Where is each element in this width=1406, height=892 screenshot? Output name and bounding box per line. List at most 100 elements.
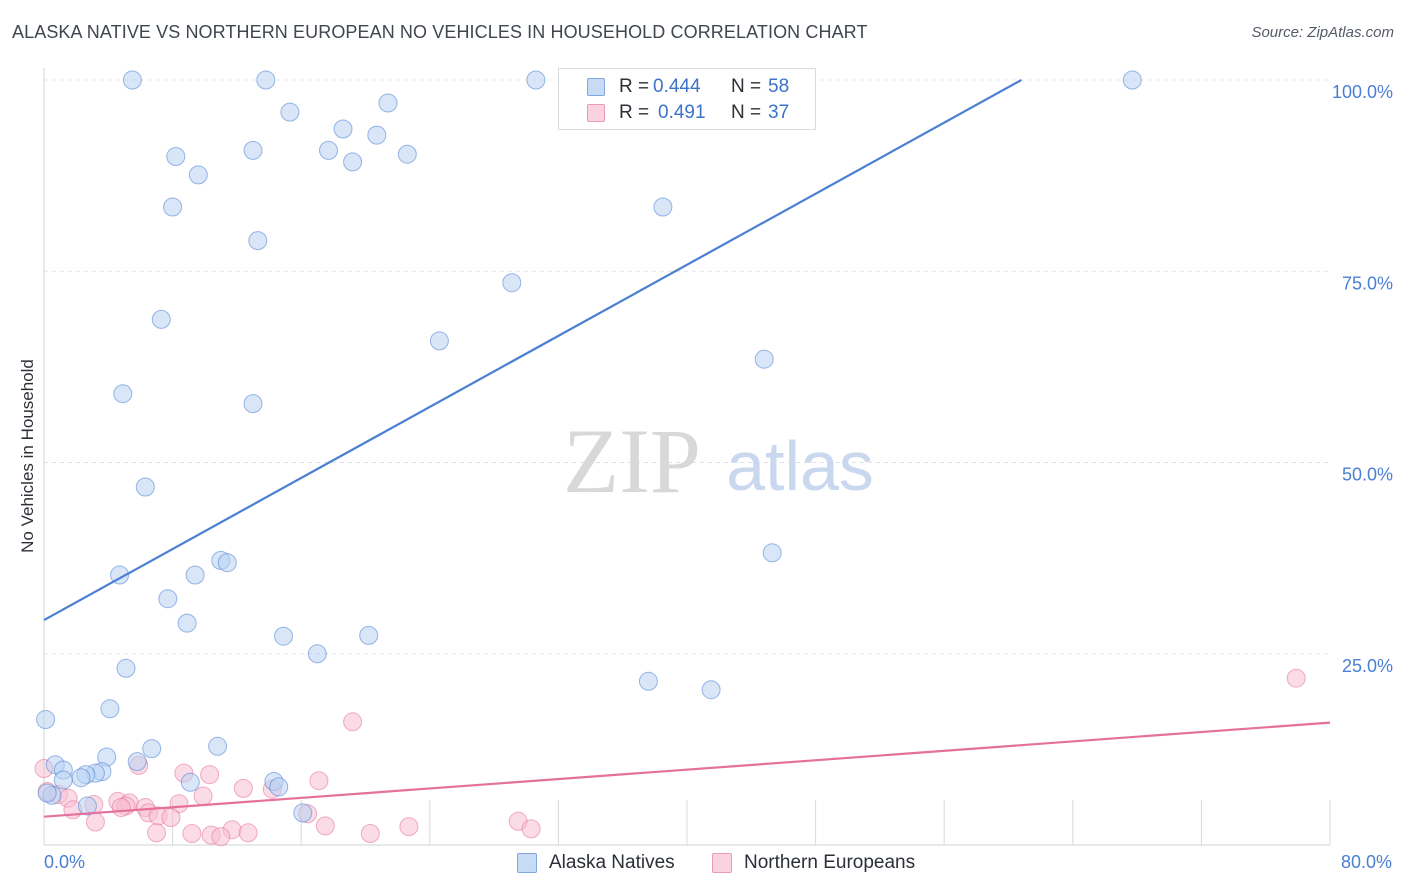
data-point: [248, 231, 268, 251]
data-point: [111, 798, 131, 817]
data-point: [293, 803, 313, 823]
data-point: [193, 786, 213, 806]
legend-swatch-northern: [587, 104, 605, 122]
y-axis-label: No Vehicles in Household: [18, 359, 37, 553]
data-point: [754, 349, 774, 369]
data-point: [256, 70, 276, 90]
data-point: [315, 816, 335, 836]
trend-line-northern-europeans: [43, 721, 1331, 818]
data-point: [526, 70, 546, 90]
data-point: [238, 823, 258, 843]
data-point: [211, 827, 231, 847]
data-point: [429, 331, 449, 351]
data-point: [208, 736, 228, 756]
data-point: [274, 626, 293, 646]
data-point: [116, 658, 136, 678]
data-point: [360, 824, 380, 843]
data-point: [521, 819, 541, 839]
data-point: [100, 699, 120, 719]
n-label: N =: [731, 102, 762, 123]
data-point: [333, 119, 353, 139]
r-value: 0.444: [653, 76, 701, 97]
data-point: [653, 197, 673, 217]
data-point: [166, 147, 186, 166]
legend-swatch-alaska: [587, 78, 605, 96]
data-point: [378, 93, 398, 113]
y-tick-label: 75.0%: [1342, 273, 1393, 293]
data-point: [200, 765, 220, 785]
data-point: [53, 770, 73, 790]
watermark-atlas: atlas: [726, 427, 874, 505]
data-point: [319, 140, 338, 160]
data-point: [127, 752, 147, 772]
data-point: [701, 680, 721, 700]
series-northern-europeans: [34, 668, 1306, 847]
data-point: [142, 739, 162, 759]
source-label: Source: ZipAtlas.com: [1251, 24, 1394, 41]
series-legend: Alaska Natives Northern Europeans: [0, 852, 1406, 878]
data-point: [85, 812, 105, 832]
n-label: N =: [731, 76, 762, 97]
x-tick-label-min: 0.0%: [44, 852, 86, 872]
data-point: [359, 625, 379, 645]
trend-lines: [43, 79, 1331, 818]
y-tick-label: 50.0%: [1342, 465, 1393, 485]
legend-swatch-northern-bottom: [712, 853, 732, 873]
data-point: [1122, 70, 1142, 90]
data-points: [34, 70, 1306, 847]
legend-item-northern[interactable]: Northern Europeans: [712, 852, 915, 874]
n-value: 37: [768, 102, 790, 123]
data-point: [309, 771, 329, 791]
data-point: [77, 796, 97, 816]
gridlines: [44, 79, 1330, 655]
legend-label-northern: Northern Europeans: [744, 852, 916, 873]
data-point: [151, 309, 171, 329]
watermark-zip: ZIP: [563, 410, 701, 512]
r-value: 0.491: [658, 102, 706, 123]
data-point: [135, 477, 155, 497]
legend-swatch-alaska-bottom: [517, 853, 537, 873]
data-point: [638, 671, 658, 691]
data-point: [188, 165, 208, 185]
data-point: [269, 777, 289, 797]
data-point: [367, 125, 387, 145]
data-point: [113, 384, 133, 404]
y-tick-label: 25.0%: [1342, 656, 1393, 676]
data-point: [122, 70, 142, 90]
trend-line-alaska-natives: [43, 79, 1022, 622]
data-point: [762, 543, 782, 563]
axes: [43, 68, 1331, 846]
data-point: [147, 823, 166, 843]
data-point: [185, 565, 205, 585]
r-label: R =: [619, 102, 650, 123]
data-point: [343, 152, 363, 172]
data-point: [307, 644, 327, 664]
stats-legend: R = 0.444 N = 58 R = 0.491 N = 37: [558, 68, 816, 130]
data-point: [37, 783, 57, 803]
data-point: [177, 613, 197, 633]
data-point: [397, 144, 417, 164]
data-point: [217, 553, 237, 573]
data-point: [163, 197, 183, 217]
n-value: 58: [768, 76, 790, 97]
watermark: ZIP atlas: [563, 410, 874, 512]
x-tick-label-max: 80.0%: [1340, 852, 1392, 872]
data-point: [71, 768, 91, 788]
legend-label-alaska: Alaska Natives: [549, 852, 675, 873]
data-point: [233, 778, 253, 798]
data-point: [182, 824, 202, 843]
data-point: [243, 394, 263, 414]
chart-title: ALASKA NATIVE VS NORTHERN EUROPEAN NO VE…: [12, 22, 868, 42]
legend-item-alaska[interactable]: Alaska Natives: [517, 852, 675, 874]
data-point: [399, 817, 419, 837]
data-point: [1286, 668, 1306, 688]
data-point: [243, 140, 263, 160]
data-point: [110, 565, 130, 585]
data-point: [180, 772, 200, 792]
y-tick-labels: 25.0% 50.0% 75.0% 100.0%: [1332, 82, 1393, 676]
data-point: [36, 710, 56, 729]
data-point: [343, 712, 363, 732]
r-label: R =: [619, 76, 650, 97]
data-point: [161, 808, 181, 827]
